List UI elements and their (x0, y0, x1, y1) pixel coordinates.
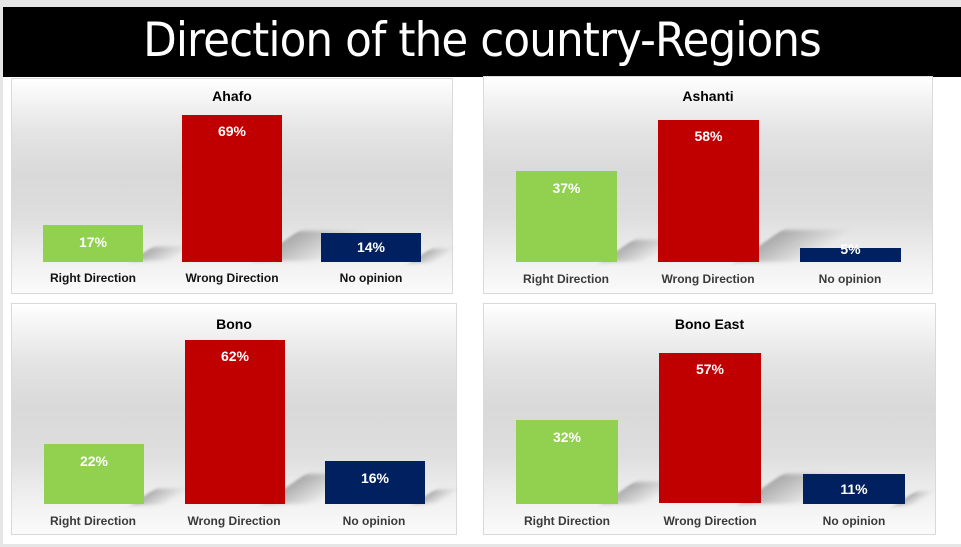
category-label: No opinion (339, 271, 403, 285)
bar-value-label: 58% (694, 128, 723, 144)
bar-no-opinion: 16% (325, 461, 425, 504)
category-label: Wrong Direction (185, 271, 279, 285)
chart-panel-bono: Bono 22% 62% 16% Right Direction Wrong D… (11, 303, 459, 535)
bar-value-label: 57% (695, 361, 725, 377)
bar-wrong-direction: 62% (185, 340, 285, 504)
chart-panel-ashanti: Ashanti 37% 58% 5% Right Direction Wrong… (483, 76, 933, 294)
slide-title: Direction of the country-Regions (143, 13, 822, 68)
top-border (0, 0, 961, 7)
bar-value-label: 22% (79, 453, 109, 469)
chart-panel-ahafo: Ahafo 17% 69% 14% Right Direction Wrong … (11, 78, 455, 294)
bottom-border (0, 544, 961, 547)
bar-no-opinion: 11% (803, 474, 905, 504)
category-label: Right Direction (50, 514, 136, 528)
bar-wrong-direction: 58% (658, 120, 759, 262)
category-label: Right Direction (523, 272, 609, 286)
chart-title: Bono East (674, 316, 745, 332)
bar-value-label: 5% (840, 241, 861, 257)
category-label: Wrong Direction (187, 514, 281, 528)
bar-value-label: 16% (360, 470, 390, 486)
bar-value-label: 69% (217, 123, 247, 139)
chart-title: Ahafo (212, 88, 252, 104)
bar-right-direction: 22% (44, 444, 144, 504)
category-label: Wrong Direction (661, 272, 755, 286)
chart-title: Ashanti (682, 88, 734, 104)
bar-value-label: 17% (78, 234, 108, 250)
bar-right-direction: 37% (516, 171, 617, 262)
bar-value-label: 32% (552, 429, 582, 445)
category-label: Right Direction (50, 271, 136, 285)
bar-wrong-direction: 57% (659, 353, 761, 503)
chart-title: Bono (216, 316, 252, 332)
bar-value-label: 14% (356, 239, 386, 255)
bar-right-direction: 32% (516, 420, 618, 504)
category-label: No opinion (822, 514, 886, 528)
category-label: Wrong Direction (663, 514, 757, 528)
bar-no-opinion: 5% (800, 241, 901, 262)
bar-wrong-direction: 69% (182, 115, 282, 262)
bar-value-label: 11% (840, 481, 868, 497)
bar-value-label: 62% (220, 348, 250, 364)
category-label: Right Direction (524, 514, 610, 528)
left-border (0, 0, 3, 547)
category-label: No opinion (342, 514, 406, 528)
bar-no-opinion: 14% (321, 233, 421, 262)
bar-right-direction: 17% (43, 225, 143, 262)
chart-panel-bono-east: Bono East 32% 57% 11% Right Direction Wr… (483, 303, 936, 535)
bar-value-label: 37% (552, 180, 581, 196)
slide-title-bar: Direction of the country-Regions (3, 7, 961, 77)
category-label: No opinion (818, 272, 882, 286)
